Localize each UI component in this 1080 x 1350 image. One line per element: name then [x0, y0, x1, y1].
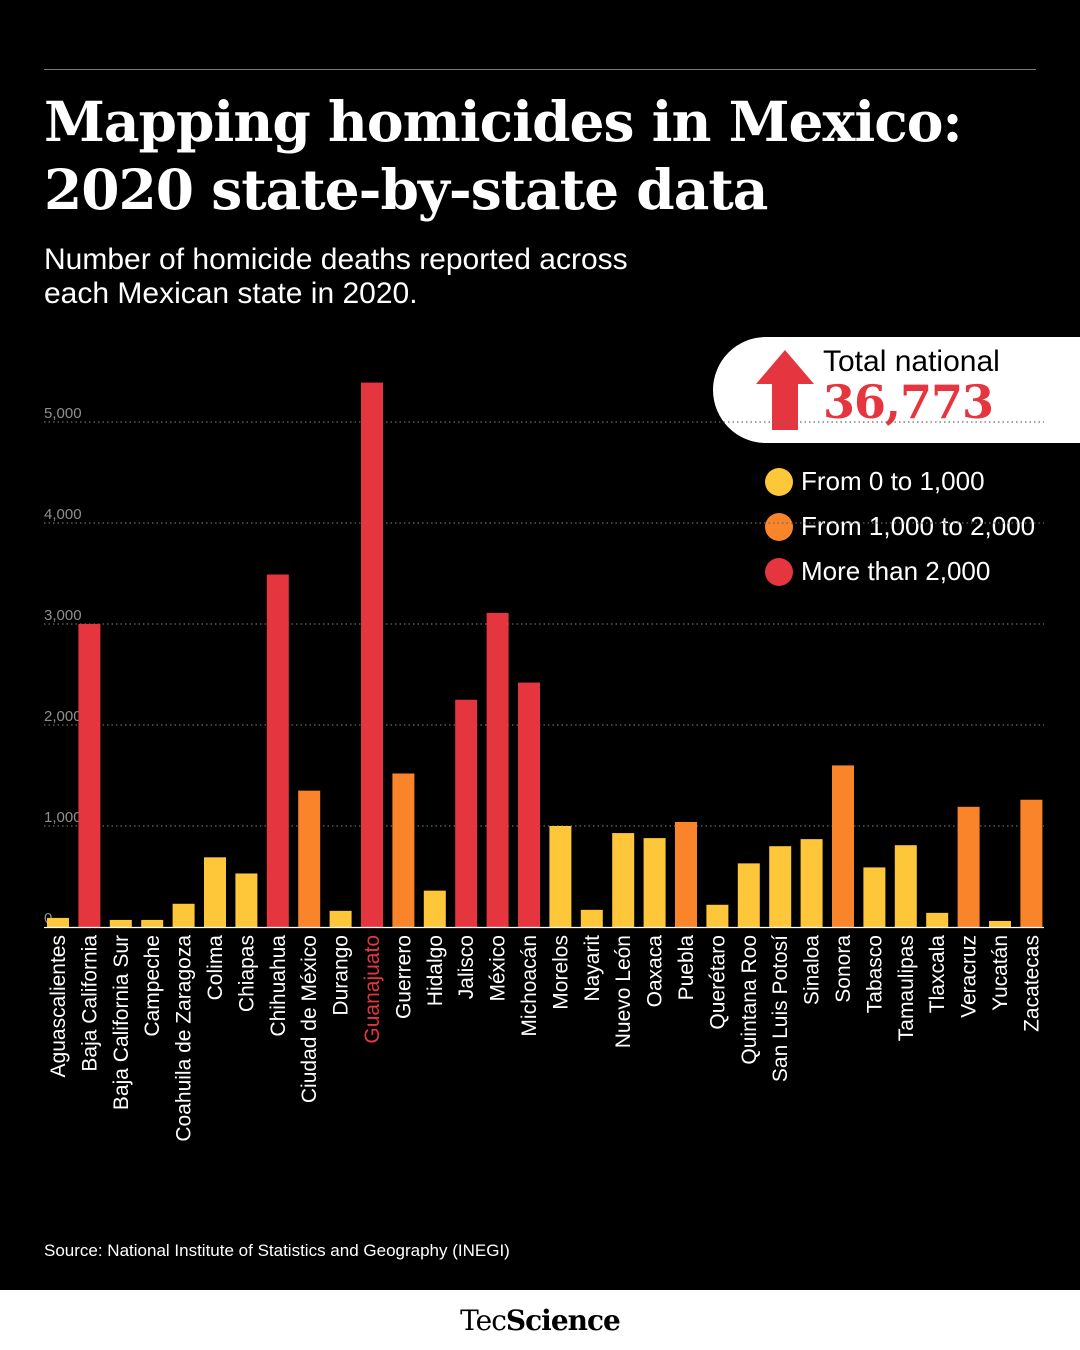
total-national-label: Total national [823, 345, 1000, 378]
bar-tamaulipas [894, 845, 917, 927]
bar-guanajuato [361, 382, 383, 927]
bar-quer-taro [706, 904, 729, 927]
bar-sinaloa [800, 839, 823, 927]
x-tick-label: Guerrero [392, 935, 415, 1019]
x-tick-label: Veracruz [958, 935, 981, 1018]
legend-item-low: From 0 to 1,000 [765, 460, 1065, 505]
title-line-2: 2020 state-by-state data [44, 157, 768, 222]
bar-yucat-n [989, 920, 1011, 927]
x-tick-label: Michoacán [518, 935, 541, 1037]
bar-colima [204, 857, 226, 927]
x-tick-label: Sinaloa [801, 935, 824, 1005]
bar-jalisco [455, 699, 478, 927]
x-tick-label: Quintana Roo [738, 935, 761, 1065]
total-national-box: Total national 36,773 [713, 337, 1080, 443]
bar-aguascalientes [47, 917, 69, 927]
footer-bar: TecScience [0, 1290, 1080, 1350]
subtitle-line-1: Number of homicide deaths reported acros… [44, 243, 628, 276]
bar-oaxaca [643, 838, 666, 927]
legend-item-mid: From 1,000 to 2,000 [765, 505, 1065, 550]
x-tick-label: Colima [204, 935, 227, 1001]
x-tick-label: Chiapas [235, 935, 258, 1012]
brand-logo-science: Science [505, 1304, 621, 1337]
bar-guerrero [392, 773, 415, 927]
bar-campeche [141, 919, 164, 927]
bar-tlaxcala [926, 912, 949, 927]
y-tick-label: 1,000 [44, 809, 82, 826]
x-tick-label: Puebla [675, 935, 698, 1001]
bar-m-xico [486, 612, 509, 927]
bar-sonora [832, 765, 854, 927]
bar-puebla [675, 821, 697, 927]
x-tick-label: Ciudad de México [298, 935, 321, 1103]
bar-baja-california-sur [109, 919, 132, 927]
x-tick-label: Baja California Sur [110, 935, 133, 1110]
legend-label-low: From 0 to 1,000 [801, 466, 985, 496]
y-tick-label: 3,000 [44, 607, 82, 624]
y-tick-label: 2,000 [44, 708, 82, 725]
x-tick-label: Tabasco [863, 935, 886, 1013]
x-tick-label: Baja California [78, 935, 101, 1072]
chart-legend: From 0 to 1,000 From 1,000 to 2,000 More… [765, 460, 1065, 595]
x-tick-label: Aguascalientes [47, 935, 70, 1077]
bar-morelos [549, 826, 572, 927]
subtitle-line-2: each Mexican state in 2020. [44, 277, 418, 310]
bar-veracruz [957, 806, 980, 927]
top-divider [44, 69, 1036, 70]
x-tick-label: Sonora [832, 935, 855, 1003]
bar-chiapas [235, 873, 258, 927]
title-line-1: Mapping homicides in Mexico: [44, 89, 963, 154]
x-tick-label: Coahuila de Zaragoza [173, 935, 196, 1142]
x-tick-label: Guanajuato [361, 935, 384, 1044]
bar-coahuila-de-zaragoza [172, 903, 195, 927]
bar-hidalgo [423, 890, 446, 927]
page-title: Mapping homicides in Mexico: 2020 state-… [44, 88, 1044, 224]
bar-tabasco [863, 867, 886, 927]
brand-logo: TecScience [0, 1304, 1080, 1337]
bar-michoac-n [518, 682, 540, 927]
bar-chart: 01,0002,0003,0004,0005,000Aguascalientes… [44, 382, 1044, 1142]
bar-quintana-roo [737, 863, 760, 927]
x-tick-label: Tlaxcala [926, 935, 949, 1014]
bar-durango [329, 910, 352, 927]
bar-san-luis-potos- [769, 846, 792, 927]
x-tick-label: Tamaulipas [895, 935, 918, 1041]
x-tick-label: México [487, 935, 510, 1002]
page-subtitle: Number of homicide deaths reported acros… [44, 243, 764, 311]
brand-logo-tec: Tec [460, 1304, 507, 1337]
legend-item-high: More than 2,000 [765, 550, 1065, 595]
arrow-up-icon [756, 350, 814, 430]
x-tick-label: Morelos [549, 935, 572, 1010]
x-tick-label: Nuevo León [612, 935, 635, 1048]
x-tick-label: Hidalgo [424, 935, 447, 1006]
bar-zacatecas [1020, 799, 1043, 927]
total-national-value: 36,773 [823, 375, 994, 429]
x-tick-label: Zacatecas [1020, 935, 1043, 1032]
legend-label-high: More than 2,000 [801, 556, 991, 586]
legend-label-mid: From 1,000 to 2,000 [801, 511, 1036, 541]
source-note: Source: National Institute of Statistics… [44, 1241, 510, 1260]
x-tick-label: Nayarit [581, 935, 604, 1002]
y-tick-label: 5,000 [44, 405, 82, 422]
x-tick-label: Campeche [141, 935, 164, 1037]
x-tick-label: Jalisco [455, 935, 478, 999]
x-tick-label: Durango [330, 935, 353, 1016]
bar-nuevo-le-n [612, 833, 635, 927]
legend-dot-low [765, 468, 793, 496]
x-tick-label: San Luis Potosí [769, 935, 792, 1082]
legend-dot-mid [765, 513, 793, 541]
bar-baja-california [78, 624, 101, 927]
x-tick-label: Chihuahua [267, 935, 290, 1037]
bar-ciudad-de-m-xico [298, 790, 321, 927]
x-tick-label: Oaxaca [644, 935, 667, 1008]
bar-nayarit [580, 909, 603, 927]
y-tick-label: 4,000 [44, 506, 82, 523]
bar-chihuahua [266, 574, 289, 927]
legend-dot-high [765, 558, 793, 586]
x-tick-label: Yucatán [989, 935, 1012, 1011]
x-tick-label: Querétaro [706, 935, 729, 1030]
